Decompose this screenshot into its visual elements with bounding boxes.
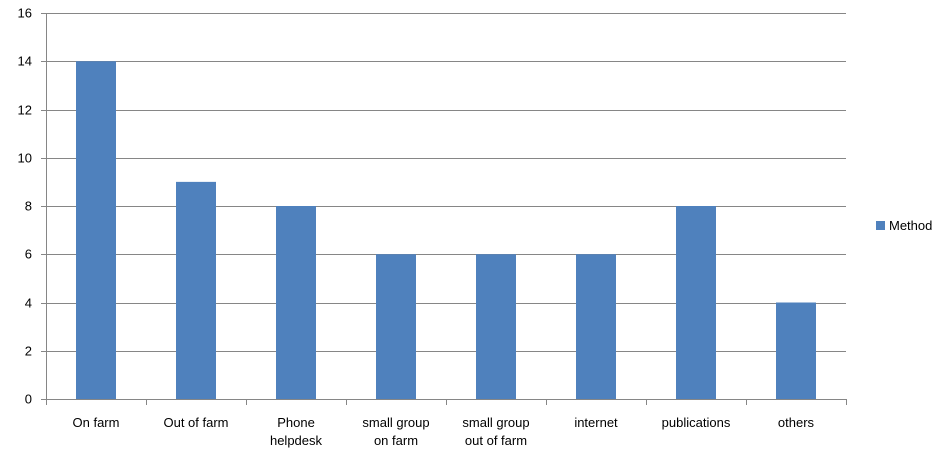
y-tick-label: 10 [18, 151, 32, 166]
x-tick-label: publications [662, 415, 731, 430]
y-tick-label: 16 [18, 6, 32, 21]
x-tick-label: Out of farm [163, 415, 228, 430]
y-tick-label: 14 [18, 54, 32, 69]
x-tick-label-line: small group [362, 415, 429, 430]
x-tick-label-line: helpdesk [270, 433, 323, 448]
axes [46, 13, 847, 405]
legend-swatch-method [876, 221, 885, 230]
x-tick-label-line: internet [574, 415, 618, 430]
x-tick-labels: On farm Out of farm Phone helpdesk small gro… [73, 415, 815, 448]
x-tick-label-line: others [778, 415, 815, 430]
y-tick-labels: 0 2 4 6 8 10 12 14 16 [18, 6, 46, 407]
y-tick-label: 8 [25, 199, 32, 214]
bar [776, 302, 816, 399]
x-tick-label-line: on farm [374, 433, 418, 448]
y-tick-label: 4 [25, 296, 32, 311]
bar [276, 206, 316, 399]
bars [76, 61, 816, 399]
bar [576, 254, 616, 399]
bar [676, 206, 716, 399]
y-tick-label: 2 [25, 344, 32, 359]
y-tick-label: 12 [18, 103, 32, 118]
x-tick-label: small group on farm [362, 415, 429, 448]
y-tick-label: 0 [25, 392, 32, 407]
x-tick-label-line: publications [662, 415, 731, 430]
bar [76, 61, 116, 399]
x-tick-label-line: Phone [277, 415, 315, 430]
x-tick-label: internet [574, 415, 618, 430]
x-tick-label: others [778, 415, 815, 430]
bar [476, 254, 516, 399]
x-tick-label: small group out of farm [462, 415, 529, 448]
x-tick-label-line: out of farm [465, 433, 527, 448]
x-tick-label-line: Out of farm [163, 415, 228, 430]
legend-label-method: Method [889, 218, 932, 233]
gridlines [46, 13, 846, 352]
x-tick-label-line: On farm [73, 415, 120, 430]
x-tick-label-line: small group [462, 415, 529, 430]
x-tick-label: On farm [73, 415, 120, 430]
bar [376, 254, 416, 399]
bar [176, 181, 216, 399]
x-tick-label: Phone helpdesk [270, 415, 323, 448]
legend: Method [876, 218, 932, 233]
y-tick-label: 6 [25, 247, 32, 262]
